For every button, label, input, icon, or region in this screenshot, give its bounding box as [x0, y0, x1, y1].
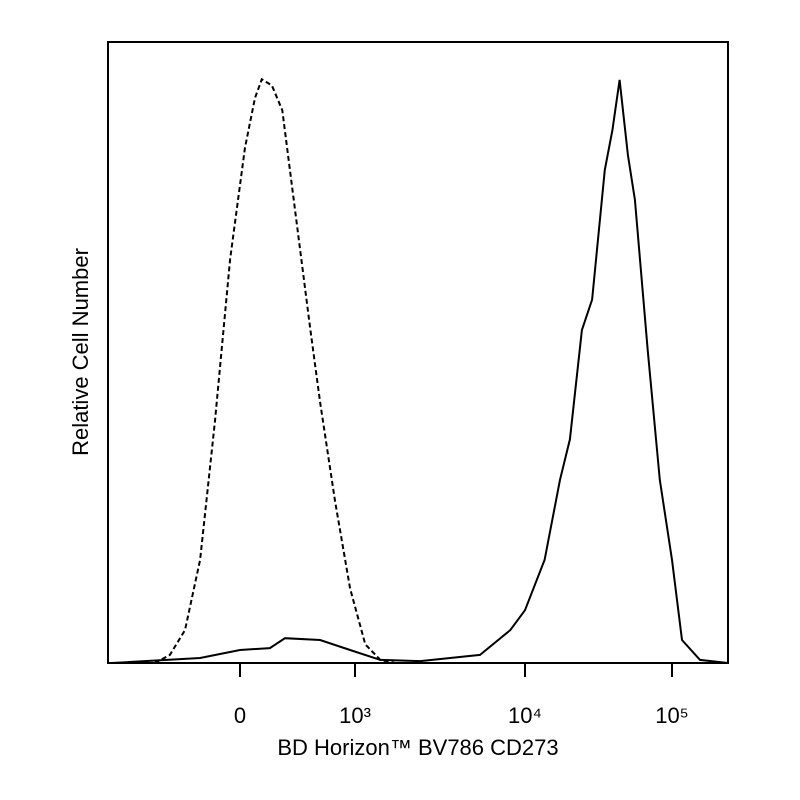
x-tick-label: 0	[234, 703, 246, 728]
histogram-line	[154, 77, 396, 664]
plot-frame	[107, 41, 729, 664]
y-axis-label: Relative Cell Number	[68, 248, 93, 456]
x-axis-label: BD Horizon™ BV786 CD273	[277, 735, 558, 760]
histogram-line	[111, 79, 729, 664]
x-tick-label: 10³	[339, 703, 371, 728]
x-tick-label: 10⁴	[508, 703, 542, 728]
x-tick-label: 10⁵	[655, 703, 689, 728]
